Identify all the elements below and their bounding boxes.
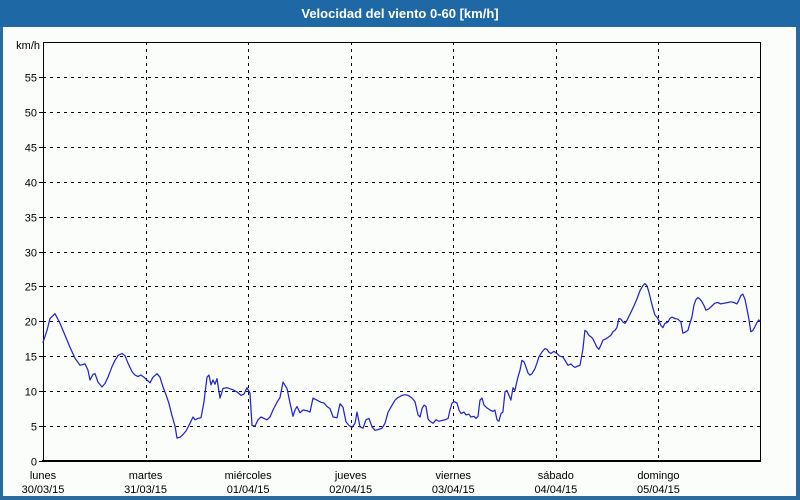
y-tick-label-35: 35	[25, 213, 37, 225]
x-day-name-6: domingo	[637, 470, 679, 482]
x-day-date-3: 02/04/15	[329, 484, 372, 496]
x-day-date-2: 01/04/15	[227, 484, 270, 496]
y-tick-label-0: 0	[31, 457, 37, 469]
y-tick-label-55: 55	[25, 73, 37, 85]
y-tick-label-30: 30	[25, 248, 37, 260]
y-tick-label-25: 25	[25, 282, 37, 294]
x-day-date-6: 05/04/15	[637, 484, 680, 496]
x-day-name-5: sábado	[538, 470, 574, 482]
y-tick-label-15: 15	[25, 352, 37, 364]
y-tick-label-50: 50	[25, 108, 37, 120]
window-title: Velocidad del viento 0-60 [km/h]	[301, 6, 499, 21]
y-tick-label-45: 45	[25, 143, 37, 155]
wind-speed-line-0	[42, 282, 761, 439]
y-tick-label-40: 40	[25, 178, 37, 190]
plot-border	[43, 42, 761, 461]
y-tick-label-10: 10	[25, 387, 37, 399]
y-unit-label: km/h	[16, 40, 40, 52]
x-day-date-4: 03/04/15	[432, 484, 475, 496]
x-day-date-5: 04/04/15	[534, 484, 577, 496]
y-tick-label-5: 5	[31, 422, 37, 434]
x-day-date-0: 30/03/15	[22, 484, 65, 496]
x-day-date-1: 31/03/15	[124, 484, 167, 496]
x-day-name-2: miércoles	[225, 470, 273, 482]
x-day-name-1: martes	[129, 470, 163, 482]
x-day-name-3: jueves	[334, 470, 367, 482]
window-title-bar: Velocidad del viento 0-60 [km/h]	[0, 0, 800, 27]
x-day-name-0: lunes	[30, 470, 57, 482]
x-day-name-4: viernes	[436, 470, 472, 482]
y-tick-label-20: 20	[25, 317, 37, 329]
